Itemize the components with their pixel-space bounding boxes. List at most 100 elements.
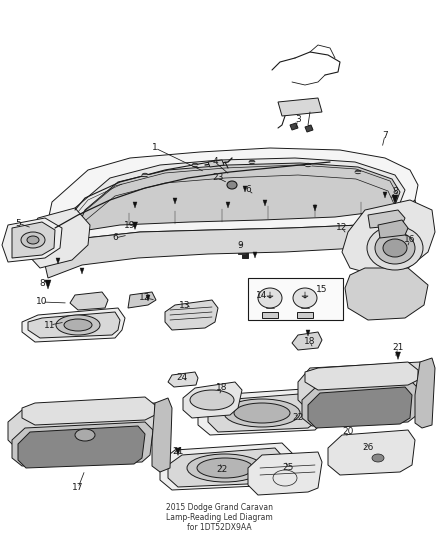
Text: 18: 18: [304, 337, 316, 346]
Text: 8: 8: [39, 279, 45, 287]
Polygon shape: [290, 123, 298, 130]
Bar: [139, 232, 145, 238]
Polygon shape: [383, 192, 387, 198]
Bar: [387, 370, 392, 373]
Polygon shape: [298, 362, 428, 410]
Polygon shape: [160, 443, 292, 490]
Ellipse shape: [64, 319, 92, 331]
Polygon shape: [342, 200, 435, 275]
Ellipse shape: [367, 226, 423, 270]
Polygon shape: [152, 398, 172, 472]
Text: 12: 12: [336, 223, 348, 232]
Bar: [379, 229, 385, 235]
Text: 17: 17: [72, 483, 84, 492]
Polygon shape: [292, 332, 322, 350]
Text: 2015 Dodge Grand Caravan: 2015 Dodge Grand Caravan: [166, 504, 272, 513]
Polygon shape: [12, 422, 153, 466]
Text: 14: 14: [256, 290, 268, 300]
Polygon shape: [345, 268, 428, 320]
Polygon shape: [297, 312, 313, 318]
Bar: [132, 405, 137, 408]
Polygon shape: [263, 200, 267, 206]
Polygon shape: [313, 205, 317, 211]
Ellipse shape: [258, 288, 282, 308]
Polygon shape: [173, 198, 177, 204]
Ellipse shape: [27, 236, 39, 244]
Polygon shape: [28, 208, 90, 268]
Bar: [249, 237, 255, 243]
Bar: [372, 370, 377, 373]
Polygon shape: [2, 218, 62, 262]
Polygon shape: [328, 430, 415, 475]
Ellipse shape: [56, 315, 100, 335]
Text: 21: 21: [172, 448, 184, 456]
Ellipse shape: [355, 170, 361, 174]
Text: 21: 21: [392, 343, 404, 352]
Ellipse shape: [21, 232, 45, 248]
Bar: [78, 295, 82, 298]
Polygon shape: [168, 372, 198, 387]
Ellipse shape: [142, 173, 148, 177]
Polygon shape: [368, 210, 405, 228]
Text: 6: 6: [245, 185, 251, 195]
Polygon shape: [176, 448, 180, 456]
Polygon shape: [12, 222, 55, 258]
Polygon shape: [305, 362, 418, 390]
Polygon shape: [18, 426, 145, 468]
Ellipse shape: [293, 288, 317, 308]
Ellipse shape: [234, 403, 290, 423]
Text: 13: 13: [179, 301, 191, 310]
Bar: [349, 235, 355, 241]
Bar: [248, 278, 343, 320]
Text: 8: 8: [392, 188, 398, 197]
Text: 4: 4: [212, 157, 218, 166]
Polygon shape: [133, 222, 138, 230]
Text: for 1DT52DX9AA: for 1DT52DX9AA: [187, 523, 251, 532]
Polygon shape: [45, 280, 51, 289]
Ellipse shape: [305, 163, 311, 167]
Text: 24: 24: [177, 374, 187, 383]
Polygon shape: [198, 388, 328, 435]
Polygon shape: [133, 202, 137, 208]
Text: 6: 6: [112, 233, 118, 243]
Polygon shape: [45, 200, 418, 278]
Text: 9: 9: [237, 240, 243, 249]
Bar: [242, 252, 248, 258]
Polygon shape: [243, 186, 247, 192]
Text: 10: 10: [36, 297, 48, 306]
Polygon shape: [168, 448, 283, 487]
Text: 1: 1: [152, 143, 158, 152]
Text: 25: 25: [283, 464, 294, 472]
Polygon shape: [146, 295, 150, 301]
Bar: [57, 405, 62, 408]
Polygon shape: [68, 158, 405, 235]
Text: 16: 16: [404, 236, 416, 245]
Polygon shape: [183, 382, 242, 418]
Polygon shape: [56, 258, 60, 264]
Text: 19: 19: [124, 221, 136, 230]
Text: 22: 22: [293, 414, 304, 423]
Text: 11: 11: [44, 320, 56, 329]
Polygon shape: [302, 382, 420, 426]
Polygon shape: [306, 330, 310, 336]
Ellipse shape: [192, 163, 198, 167]
Bar: [88, 295, 92, 298]
Bar: [117, 405, 122, 408]
Polygon shape: [208, 393, 320, 432]
Bar: [238, 248, 245, 254]
Polygon shape: [392, 195, 398, 204]
Bar: [72, 405, 77, 408]
Polygon shape: [226, 202, 230, 208]
Ellipse shape: [197, 458, 253, 478]
Ellipse shape: [249, 160, 255, 164]
Bar: [95, 225, 101, 231]
Bar: [97, 295, 101, 298]
Bar: [102, 405, 107, 408]
Polygon shape: [28, 312, 120, 338]
Polygon shape: [248, 452, 322, 495]
Text: 22: 22: [216, 465, 228, 474]
Polygon shape: [80, 268, 84, 274]
Ellipse shape: [190, 390, 234, 410]
Ellipse shape: [75, 429, 95, 441]
Polygon shape: [378, 220, 408, 238]
